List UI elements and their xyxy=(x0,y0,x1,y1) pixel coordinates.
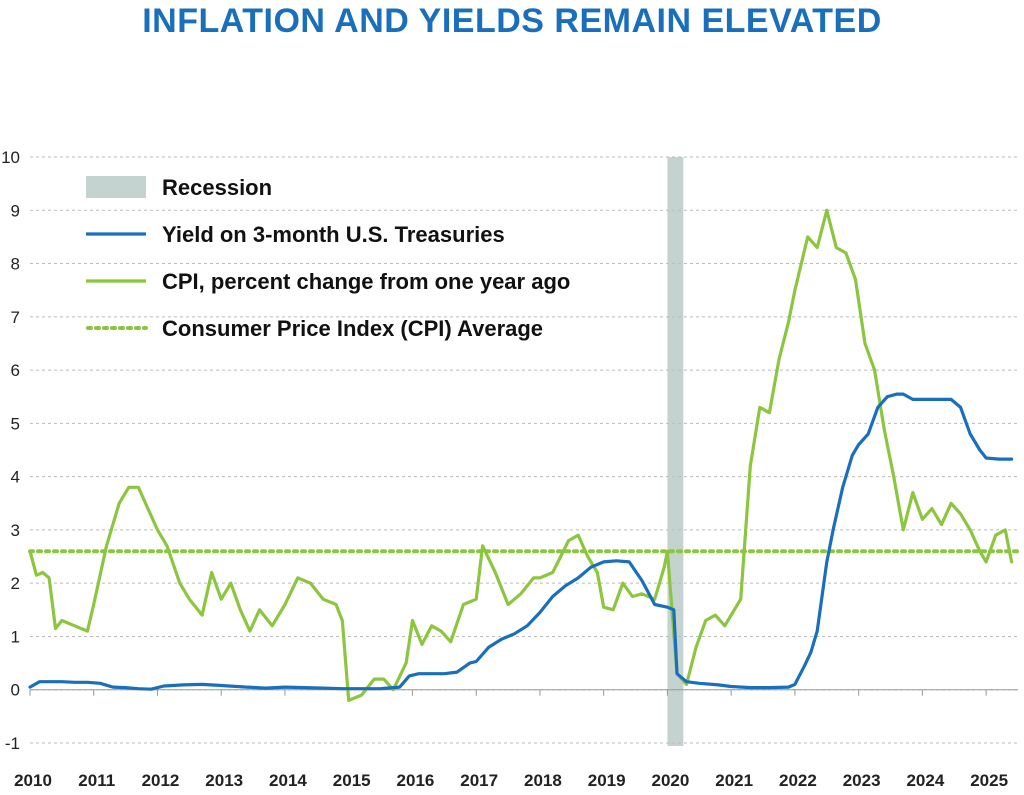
x-tick-label: 2025 xyxy=(970,771,1008,790)
y-tick-label: 1 xyxy=(11,627,20,646)
x-tick-label: 2013 xyxy=(205,771,243,790)
chart-title: INFLATION AND YIELDS REMAIN ELEVATED xyxy=(142,2,882,40)
x-axis xyxy=(29,689,1018,696)
x-tick-label: 2012 xyxy=(142,771,180,790)
legend-label: Consumer Price Index (CPI) Average xyxy=(162,316,543,341)
cpi-series-line xyxy=(28,208,1014,702)
y-tick-label: 8 xyxy=(11,255,20,274)
y-tick-label: 3 xyxy=(11,521,20,540)
y-tick-label: 4 xyxy=(11,468,20,487)
y-tick-label: -1 xyxy=(5,734,20,753)
x-tick-label: 2020 xyxy=(652,771,690,790)
y-tick-label: 6 xyxy=(11,361,20,380)
x-tick-label: 2021 xyxy=(715,771,753,790)
x-tick-label: 2014 xyxy=(269,771,307,790)
y-tick-label: 2 xyxy=(11,574,20,593)
y-tick-label: 0 xyxy=(11,681,20,700)
series-layer xyxy=(28,208,1014,702)
y-tick-label: 9 xyxy=(11,201,20,220)
legend-label: Yield on 3-month U.S. Treasuries xyxy=(162,222,505,247)
y-tick-label: 7 xyxy=(11,308,20,327)
x-tick-labels: 2010 2011 2012 2013 2014 2015 2016 2017 2018 2019… xyxy=(14,771,1008,790)
legend-label: CPI, percent change from one year ago xyxy=(162,269,570,294)
x-tick-label: 2010 xyxy=(14,771,52,790)
x-tick-label: 2015 xyxy=(333,771,371,790)
x-tick-label: 2024 xyxy=(906,771,944,790)
x-tick-label: 2023 xyxy=(843,771,881,790)
grid-layer xyxy=(30,156,1018,744)
y-tick-labels: -1 0 1 2 3 4 5 6 7 8 9 10 xyxy=(1,148,20,753)
x-tick-label: 2016 xyxy=(397,771,435,790)
y-tick-label: 5 xyxy=(11,414,20,433)
x-tick-label: 2018 xyxy=(524,771,562,790)
legend-label: Recession xyxy=(162,175,272,200)
x-tick-label: 2011 xyxy=(78,771,115,790)
legend-recession-swatch xyxy=(86,176,146,198)
y-tick-label: 10 xyxy=(1,148,20,167)
x-tick-label: 2019 xyxy=(588,771,626,790)
legend: Recession Yield on 3-month U.S. Treasurie… xyxy=(86,175,570,341)
x-tick-label: 2022 xyxy=(779,771,817,790)
yield-series-line xyxy=(28,392,1014,691)
x-tick-label: 2017 xyxy=(460,771,498,790)
